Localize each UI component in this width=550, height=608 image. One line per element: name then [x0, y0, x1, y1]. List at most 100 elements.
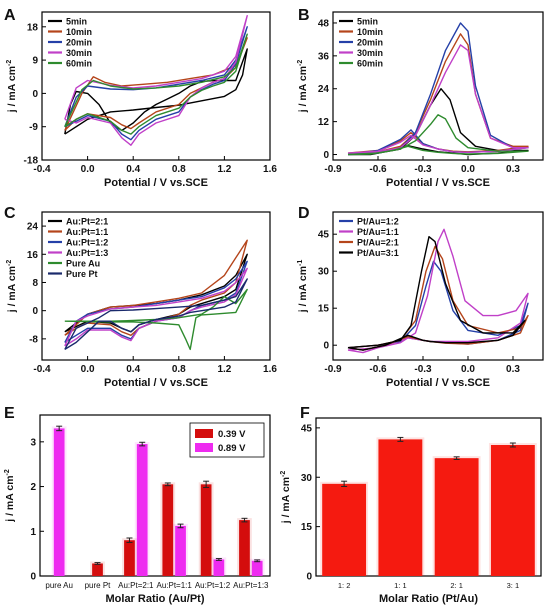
y-tick-label: 0 [323, 150, 329, 161]
y-tick-label: 15 [301, 522, 313, 533]
y-tick-label: 18 [27, 22, 39, 33]
x-tick-label: 0.4 [126, 364, 140, 375]
y-axis-label-exponent: -2 [6, 60, 13, 66]
series-curve-pure-pt [64, 278, 248, 350]
x-tick-label: Au:Pt=2:1 [118, 581, 154, 590]
y-tick-label: 30 [301, 473, 313, 484]
legend-label: Pt/Au=1:2 [357, 217, 399, 227]
series-curve-pt-au-1-2 [347, 260, 529, 351]
x-tick-label: 1.2 [217, 364, 231, 375]
y-axis-label: j / mA cm-2 [6, 260, 18, 314]
bar [378, 439, 423, 576]
x-tick-label: 0.0 [81, 164, 95, 175]
x-tick-label: -0.4 [33, 164, 51, 175]
x-tick-label: -0.4 [33, 364, 51, 375]
x-tick-label: 0.3 [506, 364, 520, 375]
y-tick-label: -8 [29, 334, 38, 345]
legend-label: Au:Pt=1:1 [66, 227, 108, 237]
legend-label: Pure Au [66, 259, 100, 269]
bar [490, 444, 535, 576]
series-curve-30min [64, 15, 248, 146]
legend-swatch [195, 443, 213, 452]
y-tick-label: 9 [32, 56, 38, 67]
bar [434, 458, 479, 576]
series-curve-60min [347, 114, 529, 156]
bar [251, 560, 263, 576]
series-curve-30min [347, 44, 529, 154]
x-tick-label: Au:Pt=1:3 [233, 581, 269, 590]
panel-d: D 0 15 30 45 j / mA cm-1 Potential / V vs.SCE -… [297, 205, 544, 389]
y-tick-label: 24 [27, 222, 39, 233]
plot-frame [41, 211, 271, 361]
y-axis-label-exponent: -2 [6, 260, 13, 266]
y-tick-label: 0 [32, 89, 38, 100]
x-tick-label: pure Pt [85, 581, 112, 590]
x-axis-label: Potential / V vs.SCE [104, 177, 208, 189]
series-curve-5min [347, 88, 529, 156]
x-tick-label: -0.3 [414, 164, 432, 175]
legend-label: 5min [357, 17, 378, 27]
y-axis-label-text: j / mA cm [6, 266, 18, 313]
x-tick-label: Au:Pt=1:2 [195, 581, 231, 590]
plot-frame [332, 11, 544, 161]
legend-label: Pt/Au=1:1 [357, 227, 399, 237]
y-tick-label: 0 [306, 572, 312, 583]
series-curve-5min [64, 48, 248, 135]
x-axis-label: Potential / V vs.SCE [386, 377, 490, 389]
y-tick-label: 1 [30, 527, 36, 538]
plot-frame [315, 417, 542, 577]
x-tick-label: -0.6 [369, 164, 387, 175]
y-axis-label: j / mA cm-2 [4, 469, 16, 523]
plot-frame [39, 414, 271, 577]
x-tick-label: Au:Pt=1:1 [156, 581, 192, 590]
panel-letter: B [298, 7, 310, 24]
x-tick-label: 2: 1 [450, 581, 463, 590]
x-tick-label: -0.9 [324, 364, 342, 375]
y-tick-label: 45 [301, 423, 313, 434]
legend-label: 20min [357, 38, 383, 48]
legend-label: 30min [66, 48, 92, 58]
legend-label: Au:Pt=1:2 [66, 238, 108, 248]
legend-label: 0.89 V [218, 443, 246, 454]
panel-letter: D [298, 205, 310, 222]
x-tick-label: 0.0 [461, 364, 475, 375]
bar [162, 484, 174, 576]
bar [124, 540, 135, 576]
legend-label: 20min [66, 38, 92, 48]
y-axis-label: j / mA cm-1 [297, 260, 309, 314]
series-curve-60min [64, 33, 248, 135]
bar [322, 483, 367, 576]
panel-a: A -18 -9 0 9 18 j / mA cm-2 Potential / V vs.SC… [4, 7, 277, 189]
y-axis-label: j / mA cm-2 [297, 60, 309, 114]
x-tick-label: 0.3 [506, 164, 520, 175]
y-tick-label: 2 [30, 482, 36, 493]
legend-label: Pure Pt [66, 269, 98, 279]
legend-label: Pt/Au=3:1 [357, 248, 399, 258]
y-tick-label: 30 [318, 267, 330, 278]
panel-f: F 0 15 30 45 j / mA cm-2 Molar Ratio (Pt/Au) 1:… [280, 405, 542, 605]
x-tick-label: -0.3 [414, 364, 432, 375]
x-tick-label: -0.6 [369, 364, 387, 375]
x-tick-label: 1: 2 [338, 581, 351, 590]
y-axis-label: j / mA cm-2 [6, 60, 18, 114]
bar [175, 525, 186, 576]
y-axis-label-text: j / mA cm [297, 266, 309, 313]
x-tick-label: 1.6 [263, 164, 277, 175]
bar [92, 563, 103, 576]
legend-label: Au:Pt=1:3 [66, 248, 108, 258]
y-axis-label: j / mA cm-2 [280, 471, 292, 525]
panel-letter: C [4, 205, 16, 222]
y-axis-label-text: j / mA cm [6, 66, 18, 113]
y-axis-label-exponent: -1 [297, 260, 304, 266]
y-tick-label: 12 [318, 117, 330, 128]
x-axis-label: Potential / V vs.SCE [386, 177, 490, 189]
bar [53, 428, 65, 576]
x-tick-label: 0.0 [81, 364, 95, 375]
legend-label: Pt/Au=2:1 [357, 238, 399, 248]
bar [200, 484, 212, 576]
legend-label: 60min [66, 59, 92, 69]
x-axis-label: Molar Ratio (Au/Pt) [106, 593, 205, 605]
bar [213, 559, 225, 576]
y-tick-label: 36 [318, 51, 330, 62]
